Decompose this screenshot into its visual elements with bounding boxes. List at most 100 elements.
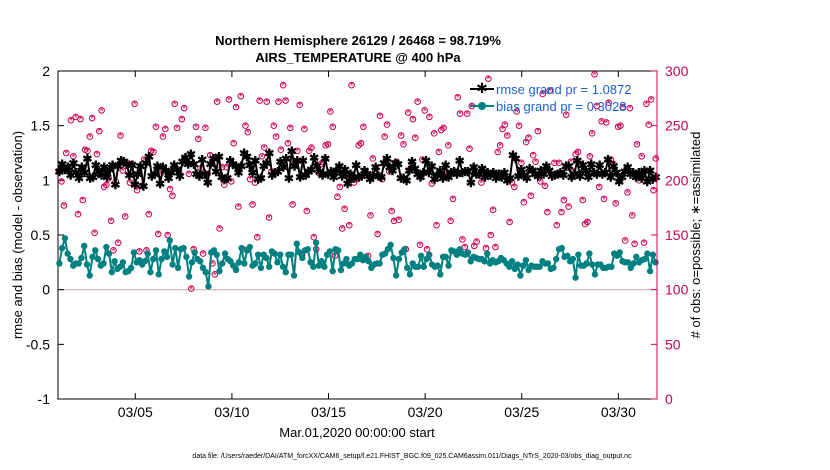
obs-assimilated-point: *	[515, 107, 519, 118]
rmse-point: ✱	[637, 172, 647, 186]
rmse-point: ✱	[499, 166, 509, 180]
obs-possible-point	[93, 150, 101, 158]
rmse-point: ✱	[348, 172, 358, 186]
obs-possible-point	[400, 140, 407, 148]
rmse-point: ✱	[231, 160, 241, 174]
obs-possible-point	[282, 97, 289, 104]
rmse-point: ✱	[427, 160, 437, 174]
bias-point	[158, 255, 165, 263]
bias-point	[401, 246, 408, 253]
obs-assimilated-point: *	[557, 159, 561, 170]
rmse-point: ✱	[578, 159, 588, 173]
obs-assimilated-point: *	[60, 177, 64, 188]
bias-point	[544, 260, 552, 267]
obs-assimilated-point: *	[220, 163, 224, 174]
bias-point	[64, 250, 71, 257]
bias-point	[127, 264, 135, 271]
obs-possible-point	[454, 93, 462, 101]
obs-assimilated-point: *	[189, 285, 193, 296]
y-right-tick-label: 300	[665, 63, 689, 79]
obs-assimilated-point: *	[338, 183, 342, 194]
obs-possible-point	[195, 135, 202, 143]
obs-possible-point	[308, 144, 315, 151]
bias-point	[588, 261, 596, 268]
obs-assimilated-point: *	[152, 148, 156, 159]
rmse-point: ✱	[368, 169, 378, 183]
obs-assimilated-point: *	[475, 238, 479, 249]
obs-assimilated-point: *	[244, 122, 248, 133]
rmse-point: ✱	[178, 155, 188, 169]
obs-assimilated-point: *	[567, 203, 571, 214]
bias-point	[221, 250, 229, 257]
obs-assimilated-point: *	[489, 231, 493, 242]
obs-count-markers: ****************************************…	[55, 70, 660, 296]
rmse-point: ✱	[136, 160, 146, 174]
obs-possible-point	[336, 183, 344, 191]
rmse-point: ✱	[513, 169, 523, 183]
y-axis-label: rmse and bias (model - observation)	[10, 131, 25, 339]
bias-point	[522, 256, 530, 264]
bias-point	[481, 258, 488, 265]
bias-point	[155, 271, 162, 278]
obs-assimilated-point: *	[182, 104, 186, 115]
obs-possible-point	[631, 240, 638, 248]
obs-possible-point	[253, 233, 261, 241]
obs-assimilated-point: *	[326, 140, 330, 151]
obs-possible-point	[265, 214, 273, 221]
rmse-point: ✱	[564, 160, 574, 174]
obs-assimilated-point: *	[425, 245, 429, 256]
rmse-point: ✱	[611, 166, 621, 180]
bias-point	[318, 258, 325, 265]
chart-title-line1: Northern Hemisphere 26129 / 26468 = 98.7…	[215, 33, 501, 48]
bias-point	[392, 272, 400, 279]
obs-possible-point	[369, 155, 377, 162]
obs-possible-point	[180, 104, 188, 112]
obs-assimilated-point: *	[590, 129, 594, 140]
rmse-point: ✱	[533, 169, 543, 183]
rmse-point: ✱	[463, 165, 473, 179]
rmse-point: ✱	[91, 159, 101, 173]
rmse-point: ✱	[474, 167, 484, 181]
bias-point	[464, 249, 472, 256]
rmse-point: ✱	[317, 168, 327, 182]
bias-point	[196, 258, 204, 265]
rmse-point: ✱	[110, 178, 120, 192]
rmse-point: ✱	[488, 166, 498, 180]
x-axis-ticks: 03/05 03/10 03/15 03/20 03/25 03/30	[118, 71, 636, 420]
obs-assimilated-point: *	[81, 196, 85, 207]
obs-assimilated-point: *	[364, 169, 368, 180]
obs-assimilated-point: *	[317, 169, 321, 180]
obs-assimilated-point: *	[640, 152, 644, 163]
obs-possible-point	[536, 178, 544, 185]
obs-assimilated-point: *	[536, 127, 540, 138]
obs-possible-point	[404, 109, 412, 116]
obs-possible-point	[258, 152, 266, 160]
obs-assimilated-point: *	[119, 132, 123, 143]
obs-possible-point	[117, 132, 124, 139]
obs-possible-point	[169, 192, 176, 199]
obs-possible-point	[602, 119, 610, 126]
obs-assimilated-point: *	[302, 125, 306, 136]
obs-possible-point	[91, 229, 98, 237]
obs-assimilated-point: *	[225, 163, 229, 174]
obs-assimilated-point: *	[161, 133, 165, 144]
obs-possible-point	[626, 104, 634, 112]
rmse-point: ✱	[60, 163, 70, 177]
obs-possible-point	[605, 99, 612, 107]
rmse-point: ✱	[88, 171, 98, 185]
bias-point	[644, 250, 651, 257]
obs-possible-point	[544, 208, 551, 216]
obs-possible-point	[357, 139, 365, 147]
obs-possible-point	[232, 103, 240, 111]
rmse-point: ✱	[71, 166, 81, 180]
bias-point	[83, 261, 91, 268]
rmse-point: ✱	[357, 169, 367, 183]
rmse-point: ✱	[253, 173, 263, 187]
obs-assimilated-point: *	[376, 230, 380, 241]
bias-point	[147, 268, 154, 276]
rmse-point: ✱	[239, 147, 249, 161]
obs-assimilated-point: *	[229, 177, 233, 188]
rmse-point: ✱	[116, 154, 126, 168]
obs-possible-point	[591, 70, 598, 78]
obs-possible-point	[133, 186, 141, 194]
